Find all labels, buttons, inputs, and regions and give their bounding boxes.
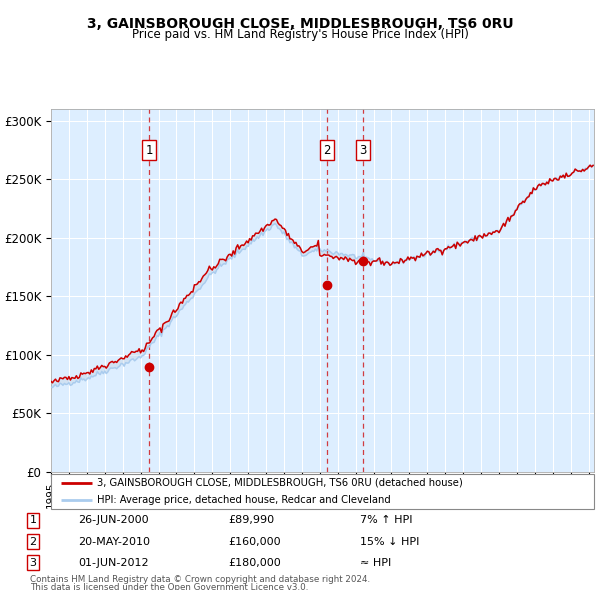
Text: 15% ↓ HPI: 15% ↓ HPI [360, 537, 419, 546]
Text: ≈ HPI: ≈ HPI [360, 558, 391, 568]
Text: This data is licensed under the Open Government Licence v3.0.: This data is licensed under the Open Gov… [30, 582, 308, 590]
Text: £180,000: £180,000 [228, 558, 281, 568]
Text: 7% ↑ HPI: 7% ↑ HPI [360, 516, 413, 525]
Text: 3: 3 [29, 558, 37, 568]
Text: 3, GAINSBOROUGH CLOSE, MIDDLESBROUGH, TS6 0RU (detached house): 3, GAINSBOROUGH CLOSE, MIDDLESBROUGH, TS… [97, 477, 463, 487]
Text: Contains HM Land Registry data © Crown copyright and database right 2024.: Contains HM Land Registry data © Crown c… [30, 575, 370, 585]
Text: 01-JUN-2012: 01-JUN-2012 [78, 558, 149, 568]
Text: 2: 2 [29, 537, 37, 546]
Text: £89,990: £89,990 [228, 516, 274, 525]
Text: 20-MAY-2010: 20-MAY-2010 [78, 537, 150, 546]
Text: 26-JUN-2000: 26-JUN-2000 [78, 516, 149, 525]
Text: HPI: Average price, detached house, Redcar and Cleveland: HPI: Average price, detached house, Redc… [97, 496, 391, 506]
Text: 1: 1 [29, 516, 37, 525]
Text: 3: 3 [359, 143, 367, 156]
Text: £160,000: £160,000 [228, 537, 281, 546]
Text: 1: 1 [146, 143, 153, 156]
Text: 3, GAINSBOROUGH CLOSE, MIDDLESBROUGH, TS6 0RU: 3, GAINSBOROUGH CLOSE, MIDDLESBROUGH, TS… [86, 17, 514, 31]
Text: 2: 2 [323, 143, 331, 156]
Text: Price paid vs. HM Land Registry's House Price Index (HPI): Price paid vs. HM Land Registry's House … [131, 28, 469, 41]
